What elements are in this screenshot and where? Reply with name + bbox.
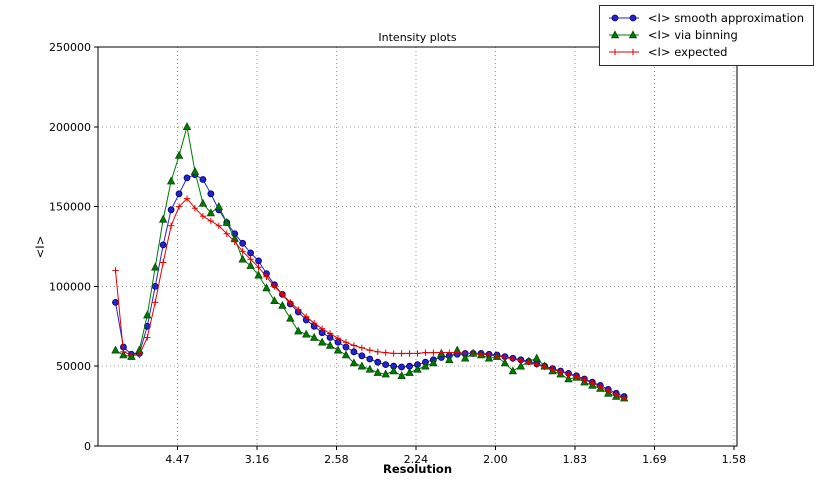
grid-lines <box>98 46 737 447</box>
legend-label: <I> smooth approximation <box>647 11 804 25</box>
svg-text:0: 0 <box>84 440 91 453</box>
svg-text:100000: 100000 <box>49 280 91 293</box>
svg-text:2.24: 2.24 <box>404 453 429 466</box>
svg-text:200000: 200000 <box>49 121 91 134</box>
plot-frame <box>97 46 738 447</box>
svg-text:4.47: 4.47 <box>165 453 190 466</box>
legend-label: <I> expected <box>647 45 728 59</box>
svg-text:1.69: 1.69 <box>642 453 667 466</box>
chart-title: Intensity plots <box>378 31 457 44</box>
svg-text:3.16: 3.16 <box>245 453 270 466</box>
legend-item-expected: <I> expected <box>607 45 804 59</box>
legend-sample-plus-icon <box>608 48 639 56</box>
svg-text:50000: 50000 <box>56 360 91 373</box>
svg-text:2.58: 2.58 <box>324 453 349 466</box>
legend-sample-triangle-icon <box>608 30 639 39</box>
svg-text:2.00: 2.00 <box>483 453 508 466</box>
legend-sample-circle-icon <box>608 14 639 22</box>
svg-text:150000: 150000 <box>49 201 91 214</box>
svg-text:1.58: 1.58 <box>722 453 747 466</box>
y-tick-labels: 0 50000 100000 150000 200000 250000 <box>49 41 91 453</box>
svg-text:1.83: 1.83 <box>563 453 588 466</box>
y-axis-label: <I> <box>33 235 47 259</box>
series-2 <box>112 195 628 402</box>
legend-label: <I> via binning <box>647 28 738 42</box>
legend: <I> smooth approximation <I> via binning… <box>598 5 814 66</box>
x-axis-label: Resolution <box>382 462 453 476</box>
axis-ticks <box>94 46 735 450</box>
legend-item-smooth-approximation: <I> smooth approximation <box>607 11 804 25</box>
x-tick-labels: 4.47 3.16 2.58 2.24 2.00 1.83 1.69 1.58 <box>165 453 746 466</box>
legend-item-via-binning: <I> via binning <box>607 28 804 42</box>
svg-text:250000: 250000 <box>49 41 91 54</box>
